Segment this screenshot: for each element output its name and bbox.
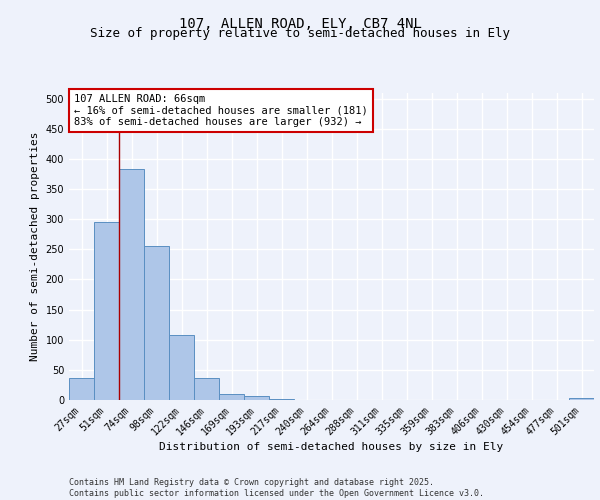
Text: Contains HM Land Registry data © Crown copyright and database right 2025.
Contai: Contains HM Land Registry data © Crown c… bbox=[69, 478, 484, 498]
Bar bbox=[144, 246, 169, 400]
Bar bbox=[569, 398, 594, 400]
Y-axis label: Number of semi-detached properties: Number of semi-detached properties bbox=[30, 132, 40, 361]
Text: Size of property relative to semi-detached houses in Ely: Size of property relative to semi-detach… bbox=[90, 28, 510, 40]
Bar bbox=[269, 399, 294, 400]
Text: 107 ALLEN ROAD: 66sqm
← 16% of semi-detached houses are smaller (181)
83% of sem: 107 ALLEN ROAD: 66sqm ← 16% of semi-deta… bbox=[74, 94, 368, 127]
Bar bbox=[69, 378, 94, 400]
Bar bbox=[169, 336, 194, 400]
Bar bbox=[94, 222, 119, 400]
Bar bbox=[219, 394, 244, 400]
X-axis label: Distribution of semi-detached houses by size in Ely: Distribution of semi-detached houses by … bbox=[160, 442, 503, 452]
Text: 107, ALLEN ROAD, ELY, CB7 4NL: 107, ALLEN ROAD, ELY, CB7 4NL bbox=[179, 18, 421, 32]
Bar bbox=[119, 169, 144, 400]
Bar bbox=[194, 378, 219, 400]
Bar bbox=[244, 396, 269, 400]
